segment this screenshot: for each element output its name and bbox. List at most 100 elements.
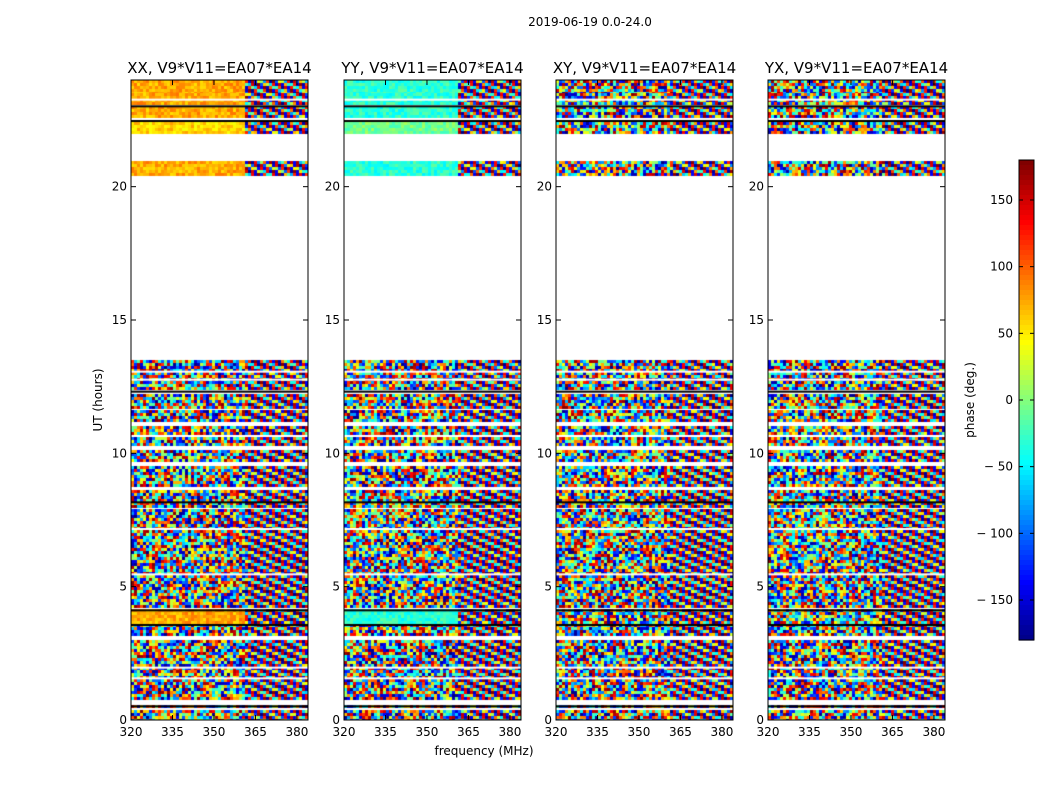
panel-yy: YY, V9*V11=EA07*EA14 320 335 350 365 380 0 5 10 1… <box>325 59 524 739</box>
x-tick-label: 320 <box>120 725 143 739</box>
colorbar-swatch <box>1019 165 1034 171</box>
colorbar-swatch <box>1019 355 1034 361</box>
colorbar-swatch <box>1019 365 1034 371</box>
colorbar-tick-label: 100 <box>990 260 1013 274</box>
colorbar-swatch <box>1019 330 1034 336</box>
colorbar-swatch <box>1019 555 1034 561</box>
colorbar-swatch <box>1019 460 1034 466</box>
colorbar-swatch <box>1019 535 1034 541</box>
colorbar-swatch <box>1019 455 1034 461</box>
colorbar-swatch <box>1019 340 1034 346</box>
colorbar-swatch <box>1019 325 1034 331</box>
colorbar-swatch <box>1019 395 1034 401</box>
x-tick-label: 380 <box>285 725 308 739</box>
colorbar-swatch <box>1019 430 1034 436</box>
colorbar-swatch <box>1019 620 1034 626</box>
colorbar-swatch <box>1019 415 1034 421</box>
colorbar-swatch <box>1019 510 1034 516</box>
colorbar-swatch <box>1019 585 1034 591</box>
colorbar-swatch <box>1019 545 1034 551</box>
x-tick-label: 365 <box>244 725 267 739</box>
colorbar-swatch <box>1019 515 1034 521</box>
colorbar-swatch <box>1019 170 1034 176</box>
y-tick-label: 0 <box>756 713 764 727</box>
colorbar-swatch <box>1019 180 1034 186</box>
y-axis-label: UT (hours) <box>91 368 105 431</box>
colorbar-swatch <box>1019 600 1034 606</box>
colorbar-swatch <box>1019 235 1034 241</box>
panel-title: YY, V9*V11=EA07*EA14 <box>340 59 523 77</box>
x-tick-label: 350 <box>628 725 651 739</box>
phase-heatmap <box>556 80 733 720</box>
colorbar-swatch <box>1019 360 1034 366</box>
x-tick-label: 350 <box>416 725 439 739</box>
colorbar-swatch <box>1019 610 1034 616</box>
colorbar-swatch <box>1019 255 1034 261</box>
panel-yx: YX, V9*V11=EA07*EA14 320 335 350 365 380 0 5 10 1… <box>749 59 948 739</box>
y-tick-label: 15 <box>537 313 552 327</box>
colorbar-swatch <box>1019 265 1034 271</box>
y-tick-label: 10 <box>749 446 764 460</box>
colorbar-swatch <box>1019 160 1034 166</box>
colorbar-swatch <box>1019 445 1034 451</box>
colorbar-swatch <box>1019 560 1034 566</box>
colorbar-swatch <box>1019 475 1034 481</box>
colorbar-swatch <box>1019 590 1034 596</box>
colorbar-swatch <box>1019 190 1034 196</box>
panel-xx: XX, V9*V11=EA07*EA14 320 335 350 365 380 0 5 10 1… <box>112 59 312 739</box>
y-tick-label: 0 <box>544 713 552 727</box>
colorbar-swatch <box>1019 305 1034 311</box>
colorbar-swatch <box>1019 465 1034 471</box>
y-tick-label: 5 <box>756 580 764 594</box>
plot-frame <box>767 79 946 721</box>
colorbar-swatch <box>1019 270 1034 276</box>
colorbar-swatch <box>1019 550 1034 556</box>
colorbar-swatch <box>1019 215 1034 221</box>
colorbar-swatch <box>1019 470 1034 476</box>
colorbar-swatch <box>1019 335 1034 341</box>
colorbar-swatch <box>1019 630 1034 636</box>
colorbar-swatch <box>1019 220 1034 226</box>
colorbar-swatch <box>1019 245 1034 251</box>
x-tick-label: 320 <box>545 725 568 739</box>
colorbar-swatch <box>1019 625 1034 631</box>
colorbar-swatch <box>1019 505 1034 511</box>
colorbar-swatch <box>1019 495 1034 501</box>
colorbar-swatch <box>1019 175 1034 181</box>
x-tick-label: 380 <box>710 725 733 739</box>
phase-heatmap <box>344 80 521 720</box>
colorbar-swatch <box>1019 300 1034 306</box>
x-tick-label: 320 <box>333 725 356 739</box>
colorbar-swatch <box>1019 525 1034 531</box>
y-tick-label: 10 <box>325 446 340 460</box>
x-tick-label: 335 <box>161 725 184 739</box>
colorbar-swatch <box>1019 570 1034 576</box>
colorbar-swatch <box>1019 315 1034 321</box>
x-tick-label: 335 <box>374 725 397 739</box>
colorbar-tick-label: 50 <box>998 326 1013 340</box>
panel-title: XY, V9*V11=EA07*EA14 <box>553 59 736 77</box>
colorbar-swatch <box>1019 435 1034 441</box>
x-tick-label: 350 <box>840 725 863 739</box>
colorbar-tick-label: 0 <box>1005 393 1013 407</box>
panel-title: XX, V9*V11=EA07*EA14 <box>127 59 311 77</box>
colorbar-swatch <box>1019 605 1034 611</box>
phase-heatmap <box>768 80 945 720</box>
colorbar-swatch <box>1019 530 1034 536</box>
x-tick-label: 350 <box>203 725 226 739</box>
y-tick-label: 0 <box>332 713 340 727</box>
x-tick-label: 380 <box>922 725 945 739</box>
x-tick-label: 335 <box>798 725 821 739</box>
colorbar-tick-label: − 100 <box>976 526 1013 540</box>
y-tick-label: 15 <box>749 313 764 327</box>
colorbar-tick-label: − 50 <box>984 460 1013 474</box>
x-tick-label: 380 <box>498 725 521 739</box>
colorbar-swatch <box>1019 635 1034 641</box>
colorbar-swatch <box>1019 400 1034 406</box>
x-tick-label: 335 <box>586 725 609 739</box>
colorbar-swatch <box>1019 225 1034 231</box>
colorbar-swatch <box>1019 485 1034 491</box>
x-tick-label: 365 <box>457 725 480 739</box>
colorbar-swatch <box>1019 250 1034 256</box>
colorbar-swatch <box>1019 410 1034 416</box>
